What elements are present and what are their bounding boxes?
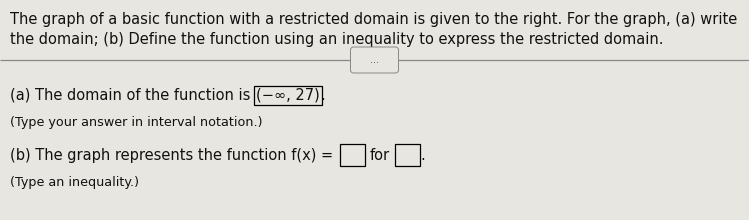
Text: (b) The graph represents the function f(x) =: (b) The graph represents the function f(… [10,148,338,163]
Text: for: for [370,148,390,163]
Text: .: . [421,148,425,163]
Text: (a) The domain of the function is: (a) The domain of the function is [10,88,255,103]
Text: .: . [321,88,326,103]
Text: (Type your answer in interval notation.): (Type your answer in interval notation.) [10,116,262,129]
Bar [340,145,365,167]
FancyBboxPatch shape [351,47,398,73]
Text: The graph of a basic function with a restricted domain is given to the right. Fo: The graph of a basic function with a res… [10,12,737,27]
Text: ...: ... [370,55,379,65]
Bar [395,145,420,167]
Text: (Type an inequality.): (Type an inequality.) [10,176,139,189]
Text: (−∞, 27): (−∞, 27) [256,88,320,103]
Text: the domain; (b) Define the function using an inequality to express the restricte: the domain; (b) Define the function usin… [10,32,664,47]
